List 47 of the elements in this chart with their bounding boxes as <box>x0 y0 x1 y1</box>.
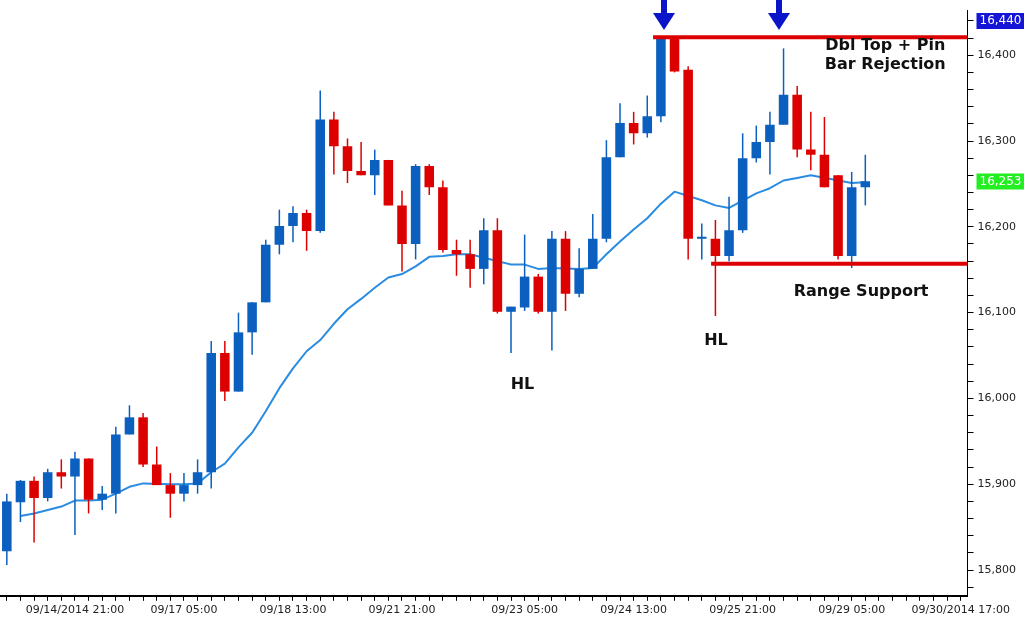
candlestick <box>465 238 475 289</box>
candlestick <box>356 141 366 177</box>
annotation: HL <box>704 330 728 350</box>
y-tick-label: 16,400 <box>977 48 1017 62</box>
candlestick <box>29 475 39 544</box>
candlestick <box>369 148 380 196</box>
annotation: HL <box>510 374 535 394</box>
text: 16,440 <box>979 13 1022 28</box>
x-tick-label: 09/14/2014 21:00 <box>25 603 125 617</box>
ref-line-label: Range Support <box>793 280 929 300</box>
candlestick <box>301 208 312 252</box>
candlestick <box>15 479 26 523</box>
candlestick <box>70 450 80 536</box>
x-tick-label: 09/29 05:00 <box>818 603 886 617</box>
candlestick <box>192 458 203 495</box>
candlestick <box>806 111 816 171</box>
y-tick-label: 15,900 <box>977 477 1017 491</box>
candlestick <box>56 458 67 490</box>
y-tick-label: 16,000 <box>977 391 1017 405</box>
candlestick <box>860 154 871 207</box>
candlestick <box>288 205 298 244</box>
candlestick <box>97 485 107 511</box>
candlestick <box>765 111 775 176</box>
candlestick <box>124 404 135 436</box>
candlestick <box>151 445 162 486</box>
ref-line-label: Dbl Top + Pin Bar Rejection <box>824 34 946 73</box>
candlestick <box>424 163 435 196</box>
x-tick-label: 09/18 13:00 <box>259 603 327 617</box>
x-tick-label: 09/21 21:00 <box>368 603 436 617</box>
candlestick <box>165 472 176 519</box>
candlestick <box>628 111 639 146</box>
y-tick-label: 16,200 <box>977 219 1017 233</box>
x-tick-label: 09/17 05:00 <box>150 603 218 617</box>
candlestick <box>506 305 516 354</box>
y-tick-label: 16,100 <box>977 305 1017 319</box>
candlestick <box>642 94 653 139</box>
x-tick-label: 09/30/2014 17:00 <box>911 603 1010 617</box>
y-tick-label: 16,300 <box>977 133 1017 147</box>
x-tick-label: 09/24 13:00 <box>600 603 668 617</box>
candlestick <box>179 472 189 503</box>
text: 16,253 <box>979 173 1022 188</box>
x-tick-label: 09/23 05:00 <box>491 603 559 617</box>
candlestick <box>697 222 707 261</box>
candlestick <box>274 208 285 256</box>
x-tick-label: 09/25 21:00 <box>709 603 777 617</box>
y-tick-label: 15,800 <box>977 562 1017 576</box>
candlestick <box>751 124 762 164</box>
